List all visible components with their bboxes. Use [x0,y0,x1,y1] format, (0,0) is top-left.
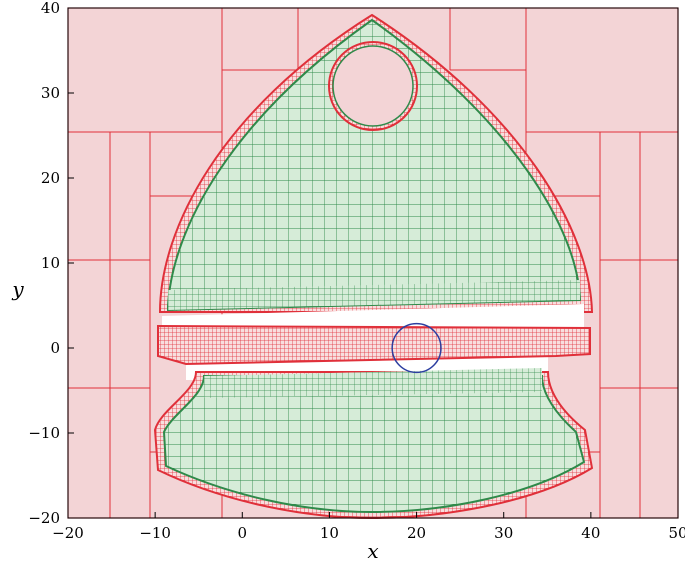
outer-boxes [68,8,678,518]
y-tick-label: 30 [41,84,60,102]
marker-layer [391,322,442,374]
x-tick-label: −10 [139,524,171,542]
central-red-strip [157,324,591,366]
y-axis-title: y [11,277,24,301]
hole-interior [332,45,414,127]
y-tick-label: 20 [41,169,60,187]
y-tick-label: −10 [28,424,60,442]
y-tick-label: 40 [41,0,60,17]
y-tick-label: −20 [28,509,60,527]
marker-circle [391,322,442,374]
y-tick-label: 0 [50,339,60,357]
y-axis-ticks: −20 −10 0 10 20 30 40 [28,0,74,527]
x-tick-label: 40 [581,524,600,542]
upper-gap [162,304,584,330]
x-axis-title: x [367,539,378,563]
x-axis-ticks: −20 −10 0 10 20 30 40 50 [52,512,685,542]
upper-fine-strip [168,280,580,310]
x-tick-label: 0 [238,524,248,542]
x-tick-label: 10 [320,524,339,542]
lower-inner-region [162,375,586,514]
upper-inner-region [167,18,582,312]
x-tick-label: 20 [407,524,426,542]
x-tick-label: 50 [668,524,685,542]
x-tick-label: −20 [52,524,84,542]
x-tick-label: 30 [494,524,513,542]
y-tick-label: 10 [41,254,60,272]
lower-fine-strip [204,368,542,398]
